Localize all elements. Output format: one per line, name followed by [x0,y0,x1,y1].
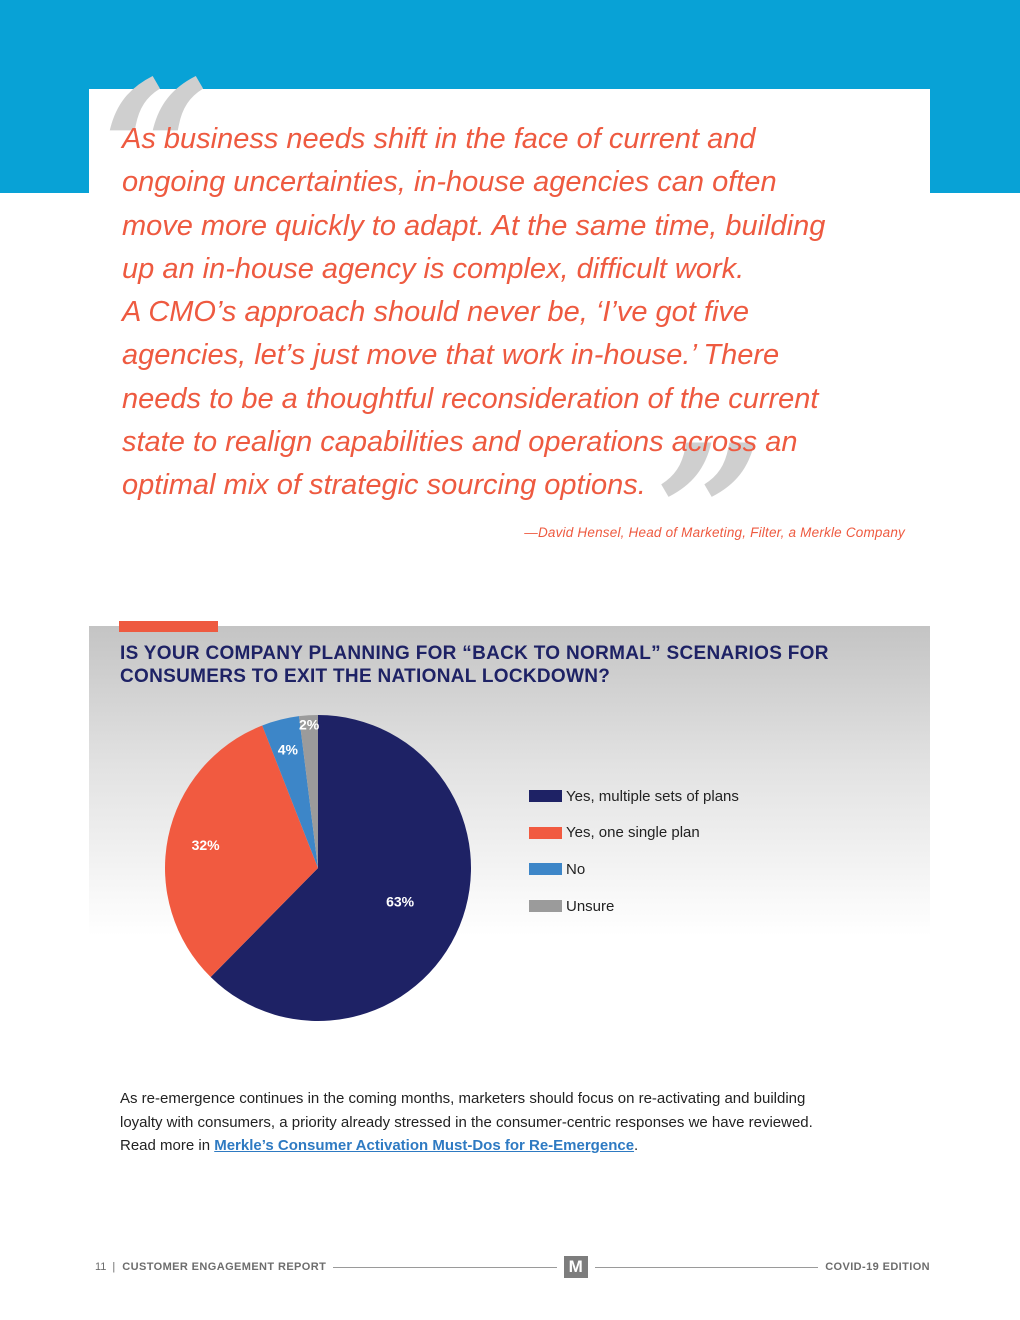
footer-separator: | [112,1261,116,1273]
legend-item: Yes, multiple sets of plans [529,784,739,808]
legend-swatch [529,790,562,802]
chart-title-line: IS YOUR COMPANY PLANNING FOR “BACK TO NO… [120,643,829,664]
legend-item: No [529,857,739,881]
legend-label: Unsure [566,897,615,915]
legend-swatch [529,863,562,876]
consumer-activation-link[interactable]: Merkle’s Consumer Activation Must-Dos fo… [214,1137,635,1154]
pie-slice-unsure [299,715,318,868]
edition-label: COVID-19 EDITION [825,1261,930,1273]
body-line: As re-emergence continues in the coming … [120,1090,806,1107]
legend-item: Unsure [529,894,739,918]
quote-line: state to realign capabilities and operat… [122,426,798,459]
body-line: loyalty with consumers, a priority alrea… [120,1113,813,1131]
pull-quote: As business needs shift in the face of c… [122,118,912,508]
chart-title-line: CONSUMERS TO EXIT THE NATIONAL LOCKDOWN? [120,666,611,687]
quote-line: up an in-house agency is complex, diffic… [122,252,745,285]
pie-slice-yes-multiple-sets-of-plans [210,715,472,1021]
pie-data-label: 4% [278,741,299,757]
accent-bar [119,621,218,632]
body-text-suffix: . [634,1137,639,1154]
quote-line: optimal mix of strategic sourcing option… [122,469,646,502]
page-footer: 11 | CUSTOMER ENGAGEMENT REPORT M COVID-… [95,1255,930,1279]
chart-legend: Yes, multiple sets of plans Yes, one sin… [529,784,739,931]
quote-line: move more quickly to adapt. At the same … [122,209,826,242]
body-line: Read more in Merkle’s Consumer Activatio… [120,1134,920,1158]
footer-rule [333,1266,557,1268]
legend-label: Yes, multiple sets of plans [566,787,739,805]
legend-label: Yes, one single plan [566,824,700,842]
open-quote-icon: “ [102,39,212,262]
legend-swatch [529,826,562,839]
pie-data-label: 2% [299,716,320,732]
quote-line: As business needs shift in the face of c… [122,123,756,155]
quote-line: ongoing uncertainties, in-house agencies… [122,166,777,199]
chart-title: IS YOUR COMPANY PLANNING FOR “BACK TO NO… [120,642,900,688]
quote-attribution: —David Hensel, Head of Marketing, Filter… [524,525,905,540]
legend-label: No [566,860,586,878]
body-paragraph: As re-emergence continues in the coming … [120,1087,920,1158]
body-text-prefix: Read more in [120,1137,215,1154]
page-number: 11 [95,1261,107,1273]
legend-swatch [529,900,562,913]
pie-data-label: 32% [192,837,221,853]
pie-data-label: 63% [386,894,415,910]
quote-line: agencies, let’s just move that work in-h… [122,339,780,372]
quote-line: needs to be a thoughtful reconsideration… [122,382,819,415]
merkle-logo: M [563,1256,588,1278]
pie-slice-yes-one-single-plan [164,725,318,978]
footer-rule [594,1266,819,1268]
report-title: CUSTOMER ENGAGEMENT REPORT [122,1261,327,1273]
quote-line: A CMO’s approach should never be, ‘I’ve … [122,296,750,329]
pie-chart: 63% 32% 4%2% [164,715,472,1021]
legend-item: Yes, one single plan [529,821,739,845]
close-quote-icon: ” [655,403,765,626]
pie-slice-no [262,716,318,868]
quote-card [89,89,930,559]
